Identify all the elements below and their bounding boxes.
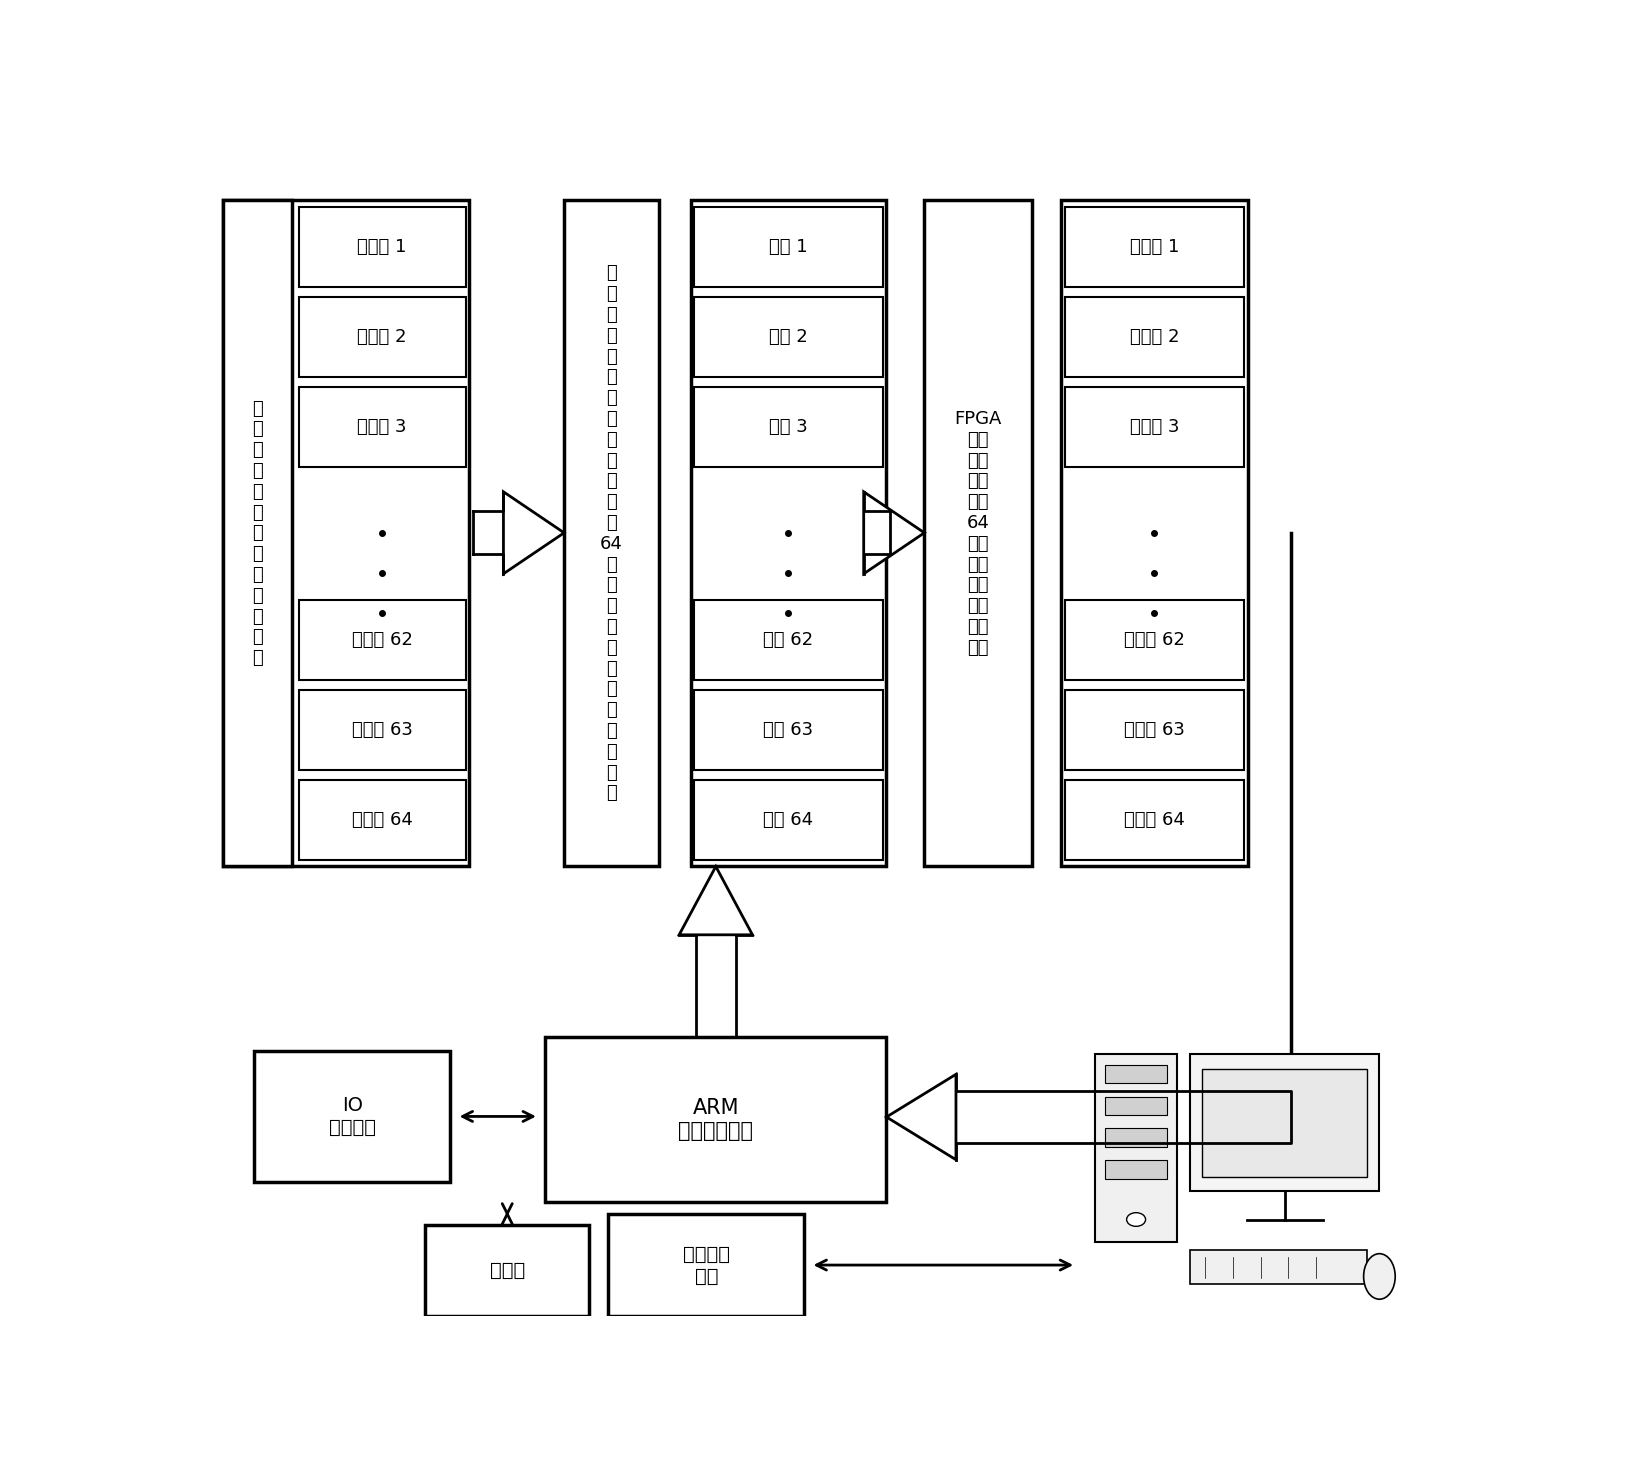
Text: 前
端
信
号
处
理
模
块
（
成
路
实
现
64
通
道
电
荷
采
集
上
下
阈
甄
别
）: 前 端 信 号 处 理 模 块 （ 成 路 实 现 64 通 道 电 荷 采 集…: [600, 265, 623, 803]
Bar: [1064, 689, 1244, 771]
Bar: [1064, 387, 1244, 467]
Text: 探测器 1: 探测器 1: [357, 238, 406, 256]
Polygon shape: [887, 1074, 955, 1160]
Text: IO
通信模块: IO 通信模块: [329, 1096, 375, 1137]
Bar: [694, 689, 882, 771]
Ellipse shape: [1126, 1213, 1144, 1226]
Bar: [223, 200, 292, 867]
Polygon shape: [504, 493, 564, 574]
Text: 探测器 64: 探测器 64: [352, 810, 412, 828]
Bar: [544, 1037, 887, 1202]
Text: 计数器 63: 计数器 63: [1123, 720, 1183, 740]
Text: 通道 2: 通道 2: [769, 328, 807, 346]
Bar: [694, 779, 882, 859]
Bar: [1064, 600, 1244, 680]
Bar: [1188, 1055, 1379, 1191]
Bar: [694, 207, 882, 287]
Text: 探测器 63: 探测器 63: [352, 720, 412, 740]
Bar: [1105, 1096, 1167, 1115]
Text: FPGA
计数
采集
模块
实现
64
个通
道同
步高
度精
定时
采集: FPGA 计数 采集 模块 实现 64 个通 道同 步高 度精 定时 采集: [954, 410, 1001, 657]
Text: 通道 3: 通道 3: [769, 417, 807, 436]
Bar: [473, 512, 504, 555]
Bar: [425, 1225, 588, 1316]
Bar: [298, 207, 465, 287]
Text: 探测器 2: 探测器 2: [357, 328, 406, 346]
Polygon shape: [864, 493, 924, 574]
Bar: [1105, 1065, 1167, 1083]
Bar: [1094, 1055, 1177, 1242]
Bar: [1064, 779, 1244, 859]
Bar: [1105, 1128, 1167, 1146]
Polygon shape: [678, 867, 751, 935]
Bar: [694, 297, 882, 377]
Text: 计数器 2: 计数器 2: [1130, 328, 1178, 346]
Bar: [694, 387, 882, 467]
Text: 通道 63: 通道 63: [763, 720, 813, 740]
Bar: [298, 297, 465, 377]
Bar: [955, 1092, 1291, 1143]
Bar: [223, 200, 469, 867]
Text: 计数器 1: 计数器 1: [1130, 238, 1178, 256]
Text: 网络通信
模块: 网络通信 模块: [683, 1244, 729, 1285]
Bar: [608, 1214, 804, 1316]
Bar: [1188, 1250, 1366, 1284]
Bar: [924, 200, 1032, 867]
Bar: [298, 779, 465, 859]
Bar: [254, 1052, 450, 1182]
Bar: [298, 600, 465, 680]
Bar: [1060, 200, 1247, 867]
Text: 通道 1: 通道 1: [769, 238, 807, 256]
Text: ARM
核心控制模块: ARM 核心控制模块: [678, 1099, 753, 1142]
Ellipse shape: [1363, 1254, 1394, 1299]
Text: 计数器 62: 计数器 62: [1123, 632, 1183, 649]
Text: 探测器 62: 探测器 62: [352, 632, 412, 649]
Bar: [1105, 1161, 1167, 1179]
Bar: [1064, 297, 1244, 377]
Text: 计数器 3: 计数器 3: [1130, 417, 1178, 436]
Text: 通道 64: 通道 64: [763, 810, 813, 828]
Bar: [298, 387, 465, 467]
Bar: [1201, 1069, 1366, 1177]
Text: 探测器 3: 探测器 3: [357, 417, 406, 436]
Bar: [694, 935, 735, 1037]
Text: 计数器 64: 计数器 64: [1123, 810, 1183, 828]
Bar: [298, 689, 465, 771]
Bar: [1064, 207, 1244, 287]
Text: 核
电
子
学
探
测
器
信
号
输
入
接
口: 核 电 子 学 探 测 器 信 号 输 入 接 口: [253, 399, 262, 667]
Bar: [564, 200, 659, 867]
Text: 存储器: 存储器: [489, 1262, 525, 1281]
Bar: [689, 200, 887, 867]
Bar: [864, 512, 890, 555]
Text: 通道 62: 通道 62: [763, 632, 813, 649]
Bar: [694, 600, 882, 680]
